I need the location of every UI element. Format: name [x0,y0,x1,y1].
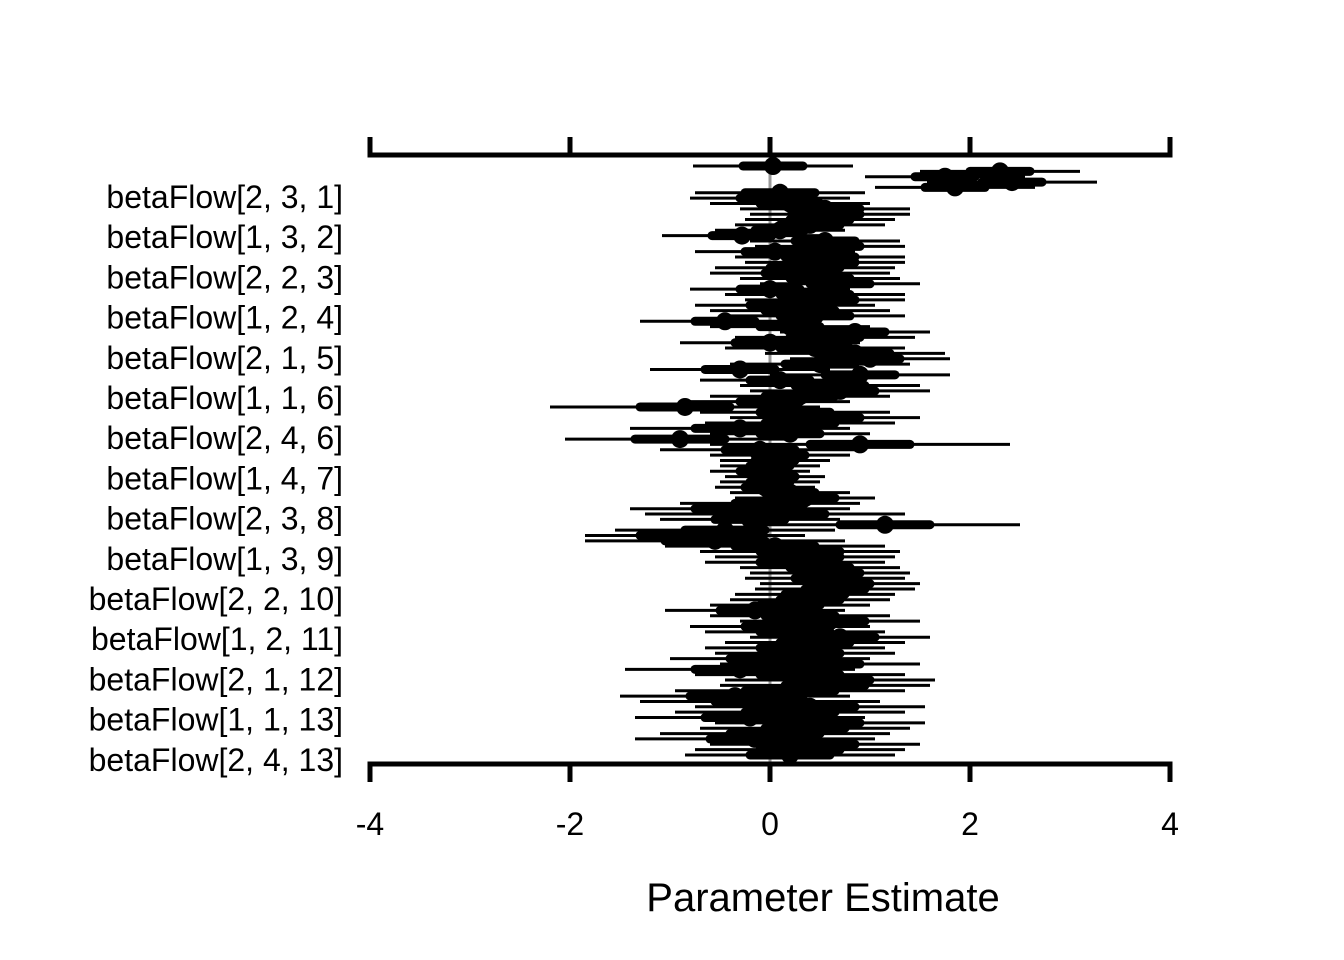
point-estimate [764,157,782,175]
x-tick-label: 0 [761,806,779,842]
point-estimate [733,226,751,245]
x-tick-label: -4 [356,806,384,842]
x-axis-ticks: -4 -2 0 2 4 [356,137,1179,842]
y-tick-label: betaFlow[1, 1, 6] [106,380,343,416]
x-tick-label: -2 [556,806,584,842]
point-estimate [671,430,689,449]
y-tick-label: betaFlow[1, 4, 7] [106,460,343,496]
y-tick-label: betaFlow[1, 2, 11] [91,621,343,657]
y-tick-label: betaFlow[1, 3, 9] [106,541,343,577]
y-tick-label: betaFlow[2, 2, 3] [106,259,343,295]
x-axis-label: Parameter Estimate [646,876,999,920]
point-estimate [876,515,894,534]
point-estimate [946,178,964,197]
point-estimate [781,746,799,764]
y-tick-label: betaFlow[2, 3, 1] [106,179,343,215]
y-tick-label: betaFlow[2, 3, 8] [106,501,343,537]
interval-series [550,157,1097,764]
y-tick-label: betaFlow[1, 3, 2] [106,219,343,255]
point-estimate [806,306,824,325]
point-estimate [676,397,694,416]
y-axis-tick-labels: betaFlow[2, 3, 1] betaFlow[1, 3, 2] betaFl… [89,179,343,778]
y-tick-label: betaFlow[2, 2, 10] [89,581,343,617]
y-tick-label: betaFlow[2, 4, 13] [89,742,343,778]
y-tick-label: betaFlow[1, 2, 4] [106,300,343,336]
y-tick-label: betaFlow[2, 1, 5] [106,340,343,376]
y-tick-label: betaFlow[2, 1, 12] [89,661,343,697]
y-tick-label: betaFlow[2, 4, 6] [106,420,343,456]
x-tick-label: 4 [1161,806,1179,842]
x-tick-label: 2 [961,806,979,842]
point-estimate [731,360,749,379]
y-tick-label: betaFlow[1, 1, 13] [89,702,343,738]
